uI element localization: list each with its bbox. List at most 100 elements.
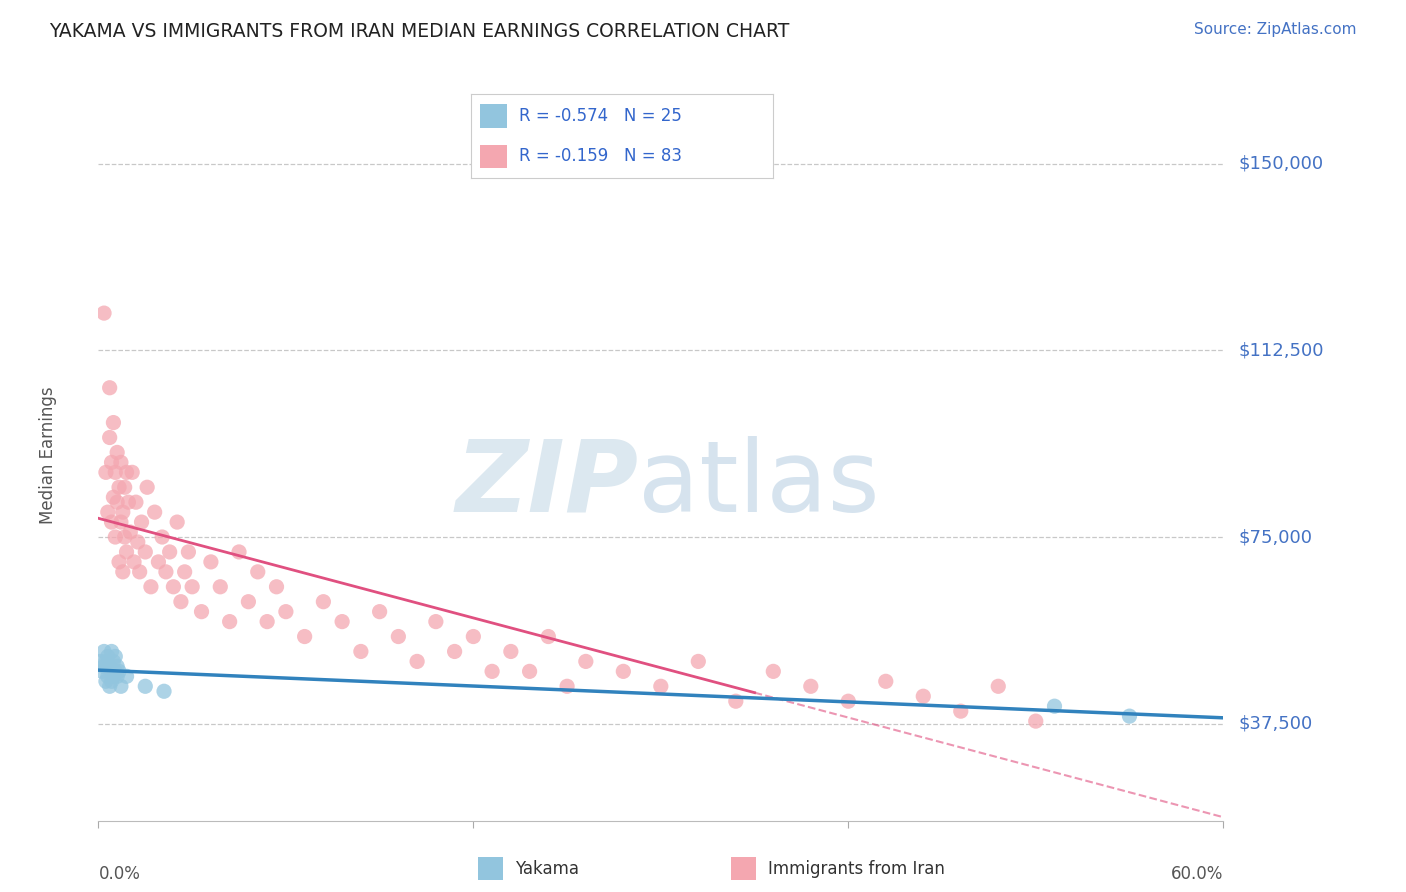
Point [111,565,134,579]
Point [94,674,117,689]
Point [121,466,143,480]
Point [228,545,250,559]
Text: Yakama: Yakama [515,860,579,878]
Bar [479,145,508,169]
Point [481,665,503,679]
Point [162,580,184,594]
Point [98,381,121,395]
Point [688,654,710,668]
Point [612,665,634,679]
Point [110,515,132,529]
Point [97,669,120,683]
Point [103,490,125,504]
Point [170,595,193,609]
Text: $112,500: $112,500 [1239,342,1323,359]
Point [120,524,142,539]
Point [103,669,125,683]
Point [115,466,138,480]
Point [218,615,240,629]
Point [93,306,115,320]
Point [104,649,127,664]
Point [122,555,145,569]
Point [1025,714,1047,728]
Point [114,480,136,494]
Point [91,665,114,679]
Point [256,615,278,629]
Point [1043,699,1066,714]
Point [100,644,122,658]
Point [93,644,115,658]
Point [115,545,138,559]
Point [139,580,162,594]
Point [136,480,159,494]
Text: atlas: atlas [638,435,880,533]
Point [104,466,127,480]
Point [115,669,138,683]
Point [148,555,170,569]
Point [330,615,353,629]
Point [110,679,132,693]
Point [312,595,335,609]
Text: Source: ZipAtlas.com: Source: ZipAtlas.com [1194,22,1357,37]
Point [166,515,188,529]
Point [190,605,212,619]
Point [131,515,153,529]
Point [800,679,823,693]
Point [97,505,120,519]
Point [519,665,541,679]
Point [555,679,578,693]
Point [108,665,131,679]
Point [105,495,128,509]
Point [209,580,232,594]
Text: $75,000: $75,000 [1239,528,1312,546]
Point [134,545,156,559]
Point [875,674,897,689]
Point [150,530,173,544]
Point [97,649,120,664]
Point [246,565,269,579]
Text: R = -0.159   N = 83: R = -0.159 N = 83 [519,147,682,165]
Point [103,654,125,668]
Point [177,545,200,559]
Point [368,605,391,619]
Point [987,679,1010,693]
Point [104,665,127,679]
Point [650,679,672,693]
Point [387,630,409,644]
Point [105,669,128,683]
Point [108,555,131,569]
Point [105,659,128,673]
Point [499,644,522,658]
Point [537,630,560,644]
Point [443,644,465,658]
Point [274,605,297,619]
Point [238,595,260,609]
Point [117,495,139,509]
Point [93,659,115,673]
Point [100,674,122,689]
Point [575,654,598,668]
Point [111,505,134,519]
Point [912,690,935,704]
Point [463,630,485,644]
Point [94,466,117,480]
Point [89,654,111,668]
Point [1118,709,1140,723]
Point [153,684,176,698]
Point [98,679,121,693]
Text: YAKAMA VS IMMIGRANTS FROM IRAN MEDIAN EARNINGS CORRELATION CHART: YAKAMA VS IMMIGRANTS FROM IRAN MEDIAN EA… [49,22,790,41]
Point [125,495,148,509]
Text: ZIP: ZIP [456,435,638,533]
Point [98,659,121,673]
Text: R = -0.574   N = 25: R = -0.574 N = 25 [519,107,682,125]
Point [155,565,177,579]
Point [104,530,127,544]
Point [406,654,429,668]
Text: Immigrants from Iran: Immigrants from Iran [768,860,945,878]
Point [103,416,125,430]
Point [110,455,132,469]
Point [294,630,316,644]
Point [108,480,131,494]
Point [837,694,859,708]
Point [127,535,149,549]
